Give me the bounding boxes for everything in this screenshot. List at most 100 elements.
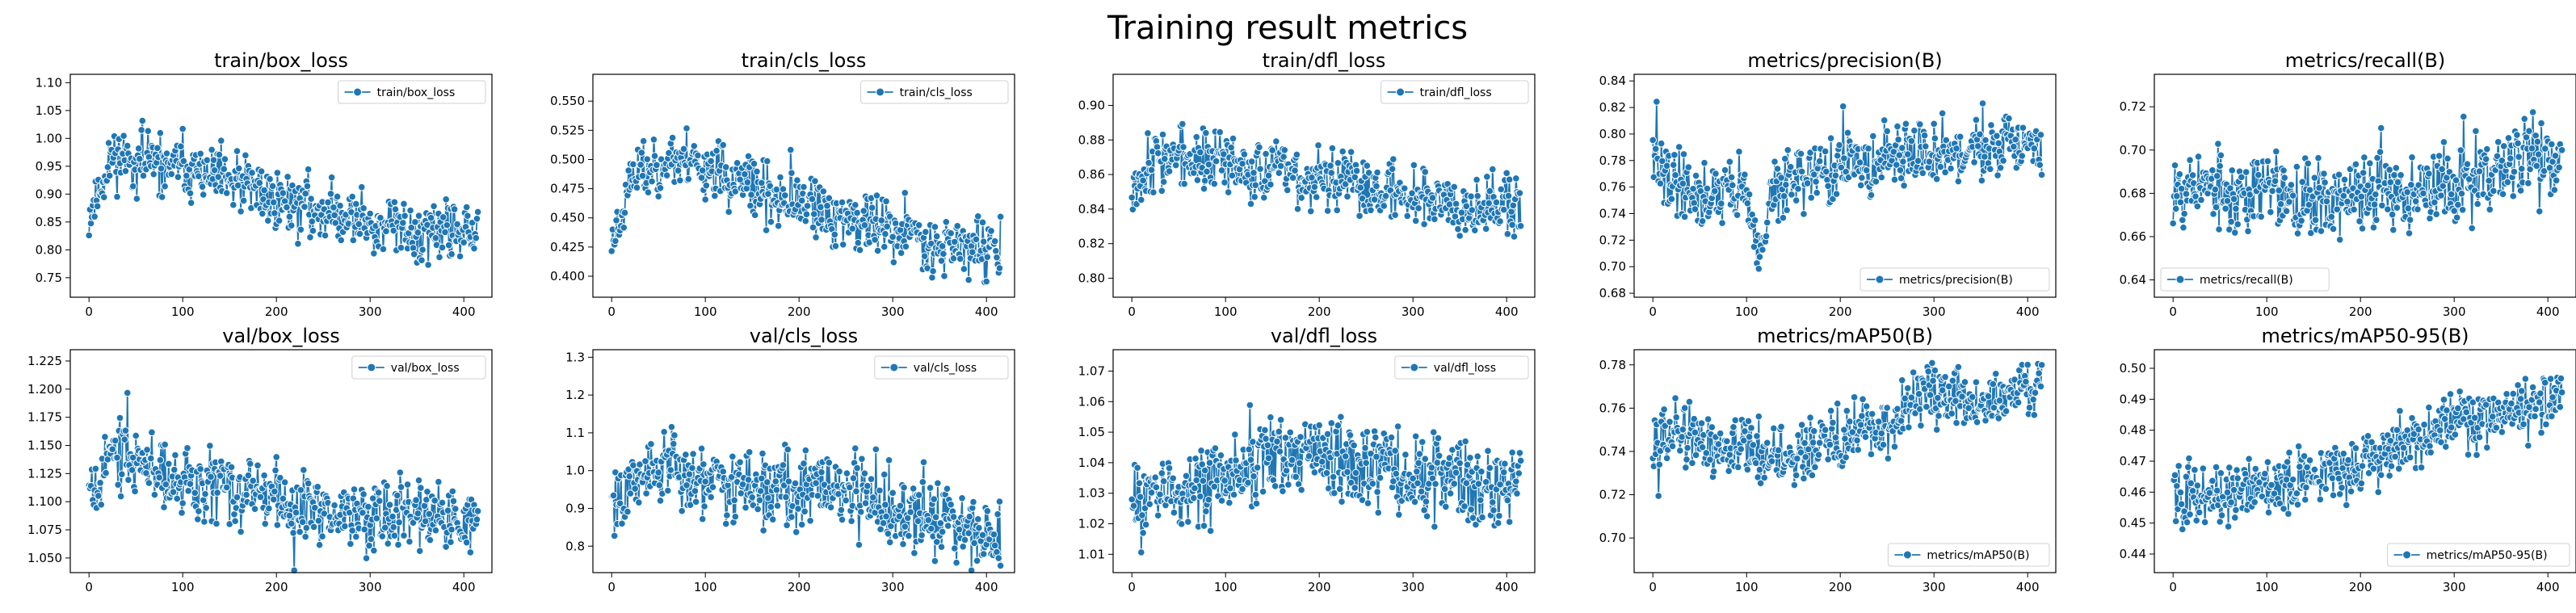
- data-point: [438, 243, 447, 252]
- data-point: [233, 147, 242, 155]
- data-point: [689, 450, 697, 458]
- data-point: [956, 254, 964, 263]
- data-point: [1372, 452, 1380, 461]
- data-point: [1154, 149, 1162, 157]
- data-point: [1145, 158, 1153, 167]
- data-point: [2316, 495, 2325, 504]
- data-point: [2029, 395, 2037, 404]
- data-point: [1138, 511, 1146, 519]
- data-point: [2458, 205, 2467, 214]
- data-point: [730, 496, 738, 505]
- data-point: [1418, 438, 1427, 447]
- data-point: [1753, 432, 1761, 440]
- y-tick-label: 1.00: [36, 131, 62, 145]
- data-point: [349, 494, 358, 503]
- data-point: [2180, 209, 2188, 218]
- data-point: [1364, 169, 1373, 177]
- plot-frame: [1112, 349, 1536, 573]
- data-point: [1259, 487, 1267, 496]
- data-point: [376, 497, 384, 505]
- legend-label: metrics/mAP50(B): [1927, 549, 2029, 562]
- data-point: [2483, 145, 2491, 153]
- data-point: [1338, 498, 1346, 506]
- data-point: [1343, 192, 1351, 201]
- data-point: [979, 237, 988, 246]
- data-point: [847, 517, 855, 526]
- data-point: [642, 489, 650, 498]
- data-point: [2335, 236, 2344, 244]
- data-point: [1280, 153, 1288, 161]
- data-point: [146, 454, 155, 463]
- data-point: [202, 503, 210, 512]
- x-tick-label: 200: [788, 580, 811, 594]
- data-point: [2177, 500, 2186, 509]
- data-point: [767, 217, 775, 226]
- data-point: [2173, 192, 2181, 200]
- data-point: [607, 247, 616, 255]
- data-point: [1343, 468, 1351, 477]
- data-point: [2517, 387, 2526, 395]
- data-point: [1388, 165, 1397, 174]
- data-point: [418, 256, 426, 264]
- data-point: [1965, 404, 1973, 413]
- data-point: [183, 171, 191, 180]
- data-point: [1495, 511, 1503, 520]
- data-point: [1952, 418, 1960, 427]
- y-tick-label: 1.02: [1078, 517, 1105, 531]
- data-point: [1350, 441, 1358, 450]
- data-point: [1725, 451, 1734, 459]
- data-point: [620, 208, 629, 217]
- chart-title: val/dfl_loss: [1271, 325, 1377, 347]
- data-point: [1420, 506, 1428, 514]
- data-point: [1679, 179, 1687, 188]
- data-point: [741, 170, 749, 178]
- data-point: [1679, 150, 1688, 158]
- data-point: [242, 490, 250, 499]
- data-point: [1688, 459, 1696, 468]
- data-point: [905, 531, 913, 540]
- x-tick-label: 300: [1923, 580, 1946, 594]
- data-point: [1292, 472, 1300, 481]
- data-point: [776, 173, 784, 182]
- data-point: [1813, 188, 1821, 197]
- x-tick-label: 0: [2169, 304, 2177, 319]
- data-point: [809, 210, 818, 218]
- data-point: [359, 204, 368, 212]
- data-point: [2414, 205, 2422, 213]
- data-point: [2406, 216, 2414, 224]
- data-point: [914, 491, 923, 499]
- legend-marker: [889, 363, 899, 372]
- data-point: [1883, 404, 1891, 412]
- data-point: [969, 248, 977, 256]
- data-point: [2493, 152, 2502, 161]
- data-point: [697, 174, 706, 182]
- data-point: [1754, 412, 1763, 421]
- y-tick-label: 0.66: [2120, 229, 2146, 244]
- data-point: [1159, 178, 1168, 186]
- data-point: [352, 532, 360, 541]
- data-point: [644, 188, 653, 196]
- y-tick-label: 0.82: [1599, 100, 1626, 115]
- data-point: [2387, 462, 2396, 470]
- data-point: [313, 483, 322, 491]
- plot-frame: [2154, 349, 2576, 573]
- data-point: [1993, 132, 2001, 141]
- x-tick-label: 100: [1214, 580, 1238, 594]
- data-point: [1503, 229, 1512, 238]
- data-point: [1476, 496, 1485, 505]
- data-point: [2456, 387, 2464, 396]
- data-point: [700, 502, 708, 510]
- data-point: [1363, 427, 1372, 436]
- data-point: [2535, 398, 2544, 406]
- data-point: [768, 515, 777, 523]
- data-point: [2022, 377, 2030, 386]
- data-point: [258, 209, 267, 218]
- series-markers: [1128, 120, 1525, 241]
- data-point: [1171, 161, 1180, 170]
- data-point: [1831, 433, 1840, 442]
- data-point: [1327, 169, 1336, 177]
- data-point: [1690, 414, 1699, 423]
- data-point: [2473, 451, 2481, 460]
- data-point: [2494, 138, 2502, 146]
- data-point: [860, 220, 869, 229]
